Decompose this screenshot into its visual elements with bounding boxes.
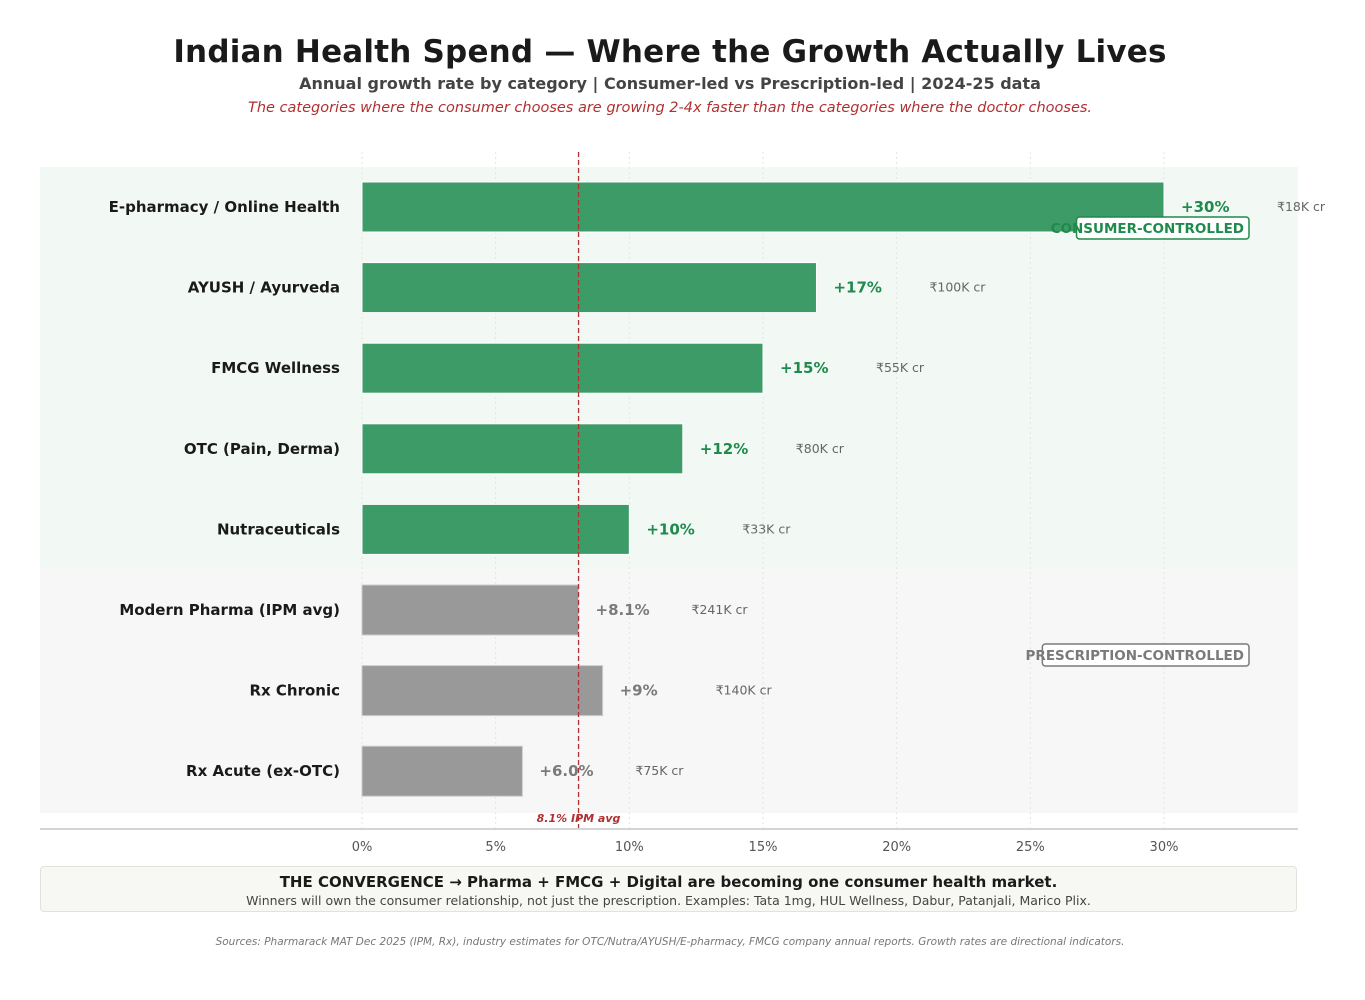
category-label: E-pharmacy / Online Health	[109, 198, 340, 216]
market-size-label: ₹55K cr	[876, 360, 925, 375]
value-label: +15%	[780, 359, 828, 377]
chart-subtitle: Annual growth rate by category | Consume…	[299, 74, 1041, 93]
value-label: +6.0%	[539, 762, 593, 780]
prescription-controlled-label-box	[1041, 643, 1250, 667]
bar	[361, 503, 630, 555]
category-label: Rx Chronic	[249, 682, 340, 700]
category-label: Nutraceuticals	[217, 520, 340, 538]
value-label: +30%	[1181, 198, 1229, 216]
market-size-label: ₹241K cr	[692, 602, 749, 617]
callout-body: Winners will own the consumer relationsh…	[246, 893, 1091, 908]
bar	[361, 745, 523, 797]
chart-tagline: The categories where the consumer choose…	[247, 100, 1093, 116]
sources-note: Sources: Pharmarack MAT Dec 2025 (IPM, R…	[215, 936, 1125, 948]
category-label: OTC (Pain, Derma)	[184, 440, 340, 458]
x-tick-label: 15%	[749, 840, 778, 855]
value-label: +9%	[620, 682, 658, 700]
bar-chart: E-pharmacy / Online Health +30% ₹18K cr AYU…	[40, 152, 1326, 855]
x-tick-label: 10%	[615, 840, 644, 855]
market-size-label: ₹140K cr	[716, 683, 773, 698]
prescription-band	[40, 569, 1298, 813]
prescription-controlled-label: PRESCRIPTION-CONTROLLED	[1026, 648, 1244, 664]
market-size-label: ₹33K cr	[742, 521, 791, 536]
category-label: AYUSH / Ayurveda	[188, 279, 340, 297]
convergence-callout: THE CONVERGENCE → Pharma + FMCG + Digita…	[40, 866, 1297, 912]
chart-title: Indian Health Spend — Where the Growth A…	[173, 34, 1167, 70]
x-tick-label: 20%	[882, 840, 911, 855]
consumer-controlled-label-box	[1075, 216, 1250, 240]
market-size-label: ₹100K cr	[929, 280, 986, 295]
bar	[361, 342, 764, 394]
x-tick-label: 30%	[1150, 840, 1179, 855]
x-tick-label: 5%	[485, 840, 506, 855]
callout-title: THE CONVERGENCE → Pharma + FMCG + Digita…	[279, 873, 1058, 891]
category-label: Rx Acute (ex-OTC)	[186, 762, 340, 780]
bar	[361, 665, 604, 717]
value-label: +17%	[833, 279, 881, 297]
bar	[361, 584, 580, 636]
market-size-label: ₹80K cr	[796, 441, 845, 456]
bar	[361, 423, 684, 475]
category-label: Modern Pharma (IPM avg)	[119, 601, 340, 619]
value-label: +10%	[646, 520, 694, 538]
value-label: +12%	[700, 440, 748, 458]
bar	[361, 262, 817, 314]
category-label: FMCG Wellness	[211, 359, 340, 377]
x-tick-label: 0%	[352, 840, 373, 855]
bar	[361, 181, 1165, 233]
ipm-average-label: 8.1% IPM avg	[537, 812, 621, 825]
value-label: +8.1%	[596, 601, 650, 619]
x-tick-label: 25%	[1016, 840, 1045, 855]
market-size-label: ₹18K cr	[1277, 199, 1326, 214]
market-size-label: ₹75K cr	[635, 763, 684, 778]
consumer-controlled-label: CONSUMER-CONTROLLED	[1051, 221, 1244, 237]
